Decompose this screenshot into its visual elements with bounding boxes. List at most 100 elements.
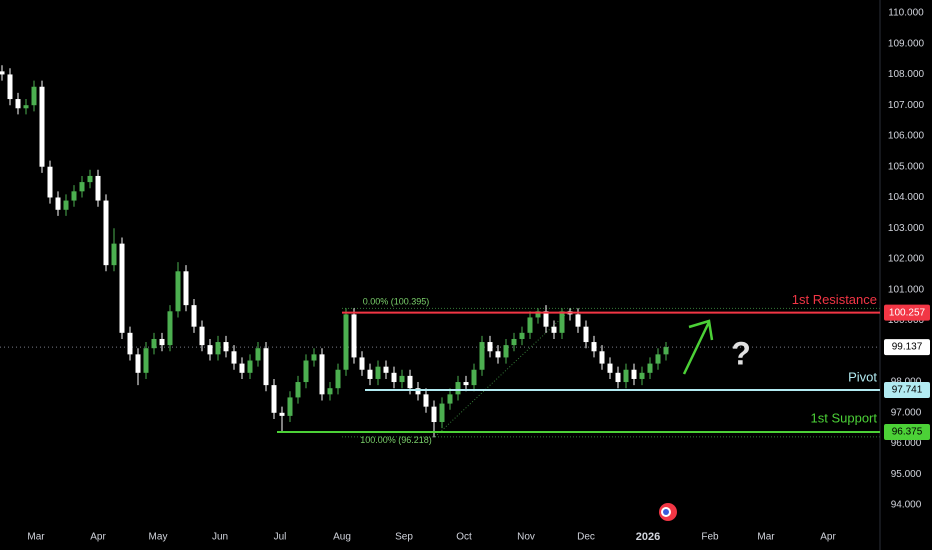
candle-body [615,372,621,383]
y-tick-label: 96.000 [891,438,922,449]
candle-body [159,338,165,346]
candle-body [479,342,485,370]
candle-body [319,354,325,395]
y-tick-label: 103.000 [888,223,925,234]
x-tick-label: Aug [333,532,351,543]
candle-body [623,369,629,383]
candle-body [223,342,229,352]
candle-body [215,342,221,355]
level-label: 1st Support [811,410,878,425]
y-tick-label: 106.000 [888,131,925,142]
logo [659,503,677,521]
y-tick-label: 97.000 [891,407,922,418]
y-tick-label: 110.000 [888,8,924,19]
x-tick-label: May [149,532,168,543]
y-tick-label: 95.000 [891,469,922,480]
y-tick-label: 108.000 [888,69,925,80]
candle-body [295,382,301,398]
candle-body [23,105,29,109]
candle-body [15,99,21,109]
candle-body [135,354,141,373]
x-tick-label: Feb [701,532,719,543]
arrow-head [688,319,714,341]
candle-body [303,360,309,383]
candle-body [127,332,133,355]
candle-body [111,243,117,266]
x-tick-label: Mar [27,532,45,543]
candle-body [351,314,357,358]
candle-body [271,385,277,413]
price-badge [884,382,930,399]
y-tick-label: 102.000 [888,254,925,265]
y-tick-label: 104.000 [888,192,925,203]
candle-body [47,166,53,198]
candle-body [151,338,157,349]
candle-body [199,326,205,346]
x-tick-label: Oct [456,532,472,543]
x-tick-label: Jul [274,532,287,543]
candle-body [535,311,541,318]
candle-body [599,351,605,364]
candle-body [31,86,37,106]
candle-body [423,394,429,407]
last-price-label: 99.137 [892,342,923,353]
annotation: ? [731,335,751,371]
y-tick-label: 100.000 [888,315,925,326]
candle-body [447,394,453,404]
candle-body [639,372,645,379]
x-tick-label: Apr [90,532,106,543]
candle-body [527,317,533,333]
candle-body [95,175,101,201]
candle-body [375,366,381,379]
candle-body [439,403,445,423]
candle-body [183,271,189,306]
x-tick-label: Nov [517,532,535,543]
candle-body [407,375,413,389]
price-badge [884,304,930,321]
candle-body [511,338,517,346]
candle-body [7,74,13,100]
candle-body [359,357,365,370]
candle-body [519,332,525,339]
y-tick-label: 105.000 [888,161,925,172]
candle-body [543,311,549,327]
candle-body [167,311,173,346]
candle-body [655,354,661,364]
overlay: 1st Resistance 100.257 Pivot 97.741 1st Supp… [277,292,930,441]
candle-body [55,197,61,210]
candle-body [455,382,461,395]
plot: 94.00095.00096.00097.00098.000100.000101… [0,8,925,543]
candle-body [239,363,245,373]
candle-body [0,71,5,75]
candle-body [495,351,501,358]
candle-body [287,397,293,416]
fib-trend [434,308,573,438]
candle-body [503,345,509,358]
candle-body [247,360,253,373]
candle-body [231,351,237,364]
price-badge [884,424,930,441]
candle-body [415,388,421,395]
candle-body [79,182,85,192]
candle-body [431,406,437,423]
candle-body [391,372,397,383]
candle-body [103,200,109,266]
fib-label: 100.00% (96.218) [360,435,432,445]
candle-body [343,314,349,370]
candle-body [279,412,285,416]
level-label: 1st Resistance [792,292,877,307]
arrow [682,321,711,375]
price-badge-label: 97.741 [892,385,923,396]
candle-body [663,347,669,355]
candle-body [559,311,565,333]
x-tick-label: Jun [212,532,228,543]
x-tick-label: Sep [395,532,413,543]
y-tick-label: 109.000 [888,38,925,49]
candle-body [551,326,557,333]
candle-body [175,271,181,312]
candle-body [399,375,405,383]
candle-body [631,369,637,379]
candle-body [143,348,149,373]
candle-body [191,305,197,327]
